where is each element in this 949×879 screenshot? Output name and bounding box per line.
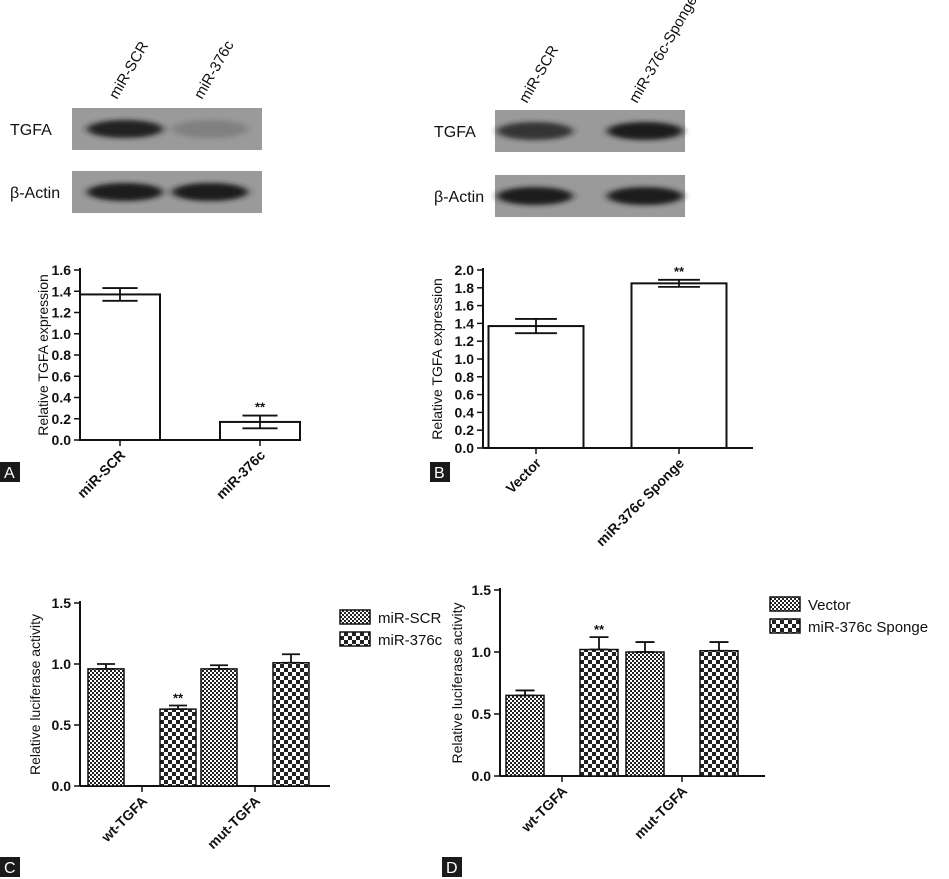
y-tick-label: 1.8 — [455, 280, 475, 296]
bar — [87, 668, 125, 787]
y-tick-label: 0.2 — [52, 411, 72, 427]
y-tick-label: 0.0 — [472, 768, 492, 784]
y-tick-label: 0.0 — [455, 440, 475, 456]
y-tick-label: 0.8 — [455, 369, 475, 385]
blot-row-label: TGFA — [434, 124, 476, 141]
significance-mark: ** — [173, 690, 184, 705]
y-tick-label: 0.5 — [472, 706, 492, 722]
y-tick-label: 0.8 — [52, 347, 72, 363]
blot-lane-label: miR-376c — [191, 37, 238, 102]
y-tick-label: 1.5 — [472, 582, 492, 598]
y-tick-label: 0.4 — [455, 404, 475, 420]
legend-label: Vector — [808, 597, 851, 614]
bar — [630, 282, 728, 449]
legend-label: miR-376c — [378, 632, 443, 649]
y-tick-label: 0.2 — [455, 422, 475, 438]
blot-band — [607, 187, 683, 205]
panel-letter-box — [0, 857, 20, 877]
y-tick-label: 1.2 — [455, 333, 475, 349]
legend-label: miR-376c Sponge — [808, 619, 928, 636]
bar — [699, 650, 739, 777]
blot-lane-label: miR-SCR — [516, 43, 562, 106]
blot-band — [172, 120, 248, 138]
significance-mark: ** — [594, 622, 605, 637]
significance-mark: ** — [255, 400, 266, 415]
blot-band — [172, 183, 248, 201]
y-tick-label: 2.0 — [455, 262, 475, 278]
y-tick-label: 1.0 — [472, 644, 492, 660]
x-tick-label: miR-SCR — [74, 447, 128, 501]
y-tick-label: 1.6 — [455, 298, 475, 314]
y-tick-label: 1.0 — [52, 656, 72, 672]
y-tick-label: 0.0 — [52, 432, 72, 448]
y-axis-label: Relative TGFA expression — [35, 274, 51, 436]
y-tick-label: 0.0 — [52, 778, 72, 794]
panel-letter-box — [0, 462, 20, 482]
y-tick-label: 0.5 — [52, 717, 72, 733]
blot-band — [87, 183, 163, 201]
y-axis-label: Relative luciferase activity — [449, 602, 465, 763]
bar — [272, 662, 310, 787]
panel-letter-box — [442, 857, 462, 877]
bar — [200, 668, 238, 787]
panel-letter: C — [4, 860, 16, 877]
x-tick-label: mut-TGFA — [631, 783, 690, 842]
y-tick-label: 0.6 — [52, 368, 72, 384]
y-tick-label: 1.0 — [52, 326, 72, 342]
x-tick-label: Vector — [503, 454, 545, 496]
y-tick-label: 0.6 — [455, 387, 475, 403]
blot-band — [497, 187, 573, 205]
y-axis-label: Relative luciferase activity — [27, 614, 43, 775]
bar — [625, 651, 665, 777]
bar — [579, 648, 619, 777]
x-tick-label: miR-376c — [213, 447, 268, 502]
blot-lane-label: miR-SCR — [106, 39, 152, 102]
legend-swatch — [339, 609, 371, 625]
y-tick-label: 1.4 — [52, 283, 72, 299]
y-tick-label: 1.4 — [455, 315, 475, 331]
panel-letter-box — [430, 462, 450, 482]
bar — [505, 694, 545, 777]
y-axis-label: Relative TGFA expression — [429, 278, 445, 440]
x-tick-label: wt-TGFA — [97, 793, 150, 846]
blot-band — [497, 122, 573, 140]
legend-swatch — [769, 596, 801, 612]
bar — [159, 708, 197, 787]
blot-row-label: β-Actin — [434, 189, 484, 206]
bar — [79, 293, 161, 441]
blot-band — [87, 120, 163, 138]
legend-label: miR-SCR — [378, 610, 441, 627]
significance-mark: ** — [674, 264, 685, 279]
y-tick-label: 1.2 — [52, 305, 72, 321]
x-tick-label: wt-TGFA — [517, 783, 570, 836]
y-tick-label: 1.6 — [52, 262, 72, 278]
bar — [487, 325, 585, 450]
blot-band — [607, 122, 683, 140]
legend-swatch — [769, 618, 801, 634]
y-tick-label: 0.4 — [52, 390, 72, 406]
x-tick-label: miR-376c Sponge — [593, 455, 688, 550]
y-tick-label: 1.5 — [52, 595, 72, 611]
panel-letter: B — [434, 465, 445, 482]
blot-row-label: β-Actin — [10, 185, 60, 202]
blot-row-label: TGFA — [10, 122, 52, 139]
panel-letter: D — [446, 860, 458, 877]
panel-letter: A — [4, 465, 15, 482]
legend-swatch — [339, 631, 371, 647]
y-tick-label: 1.0 — [455, 351, 475, 367]
x-tick-label: mut-TGFA — [204, 793, 263, 852]
blot-lane-label: miR-376c-Sponge — [626, 0, 701, 106]
